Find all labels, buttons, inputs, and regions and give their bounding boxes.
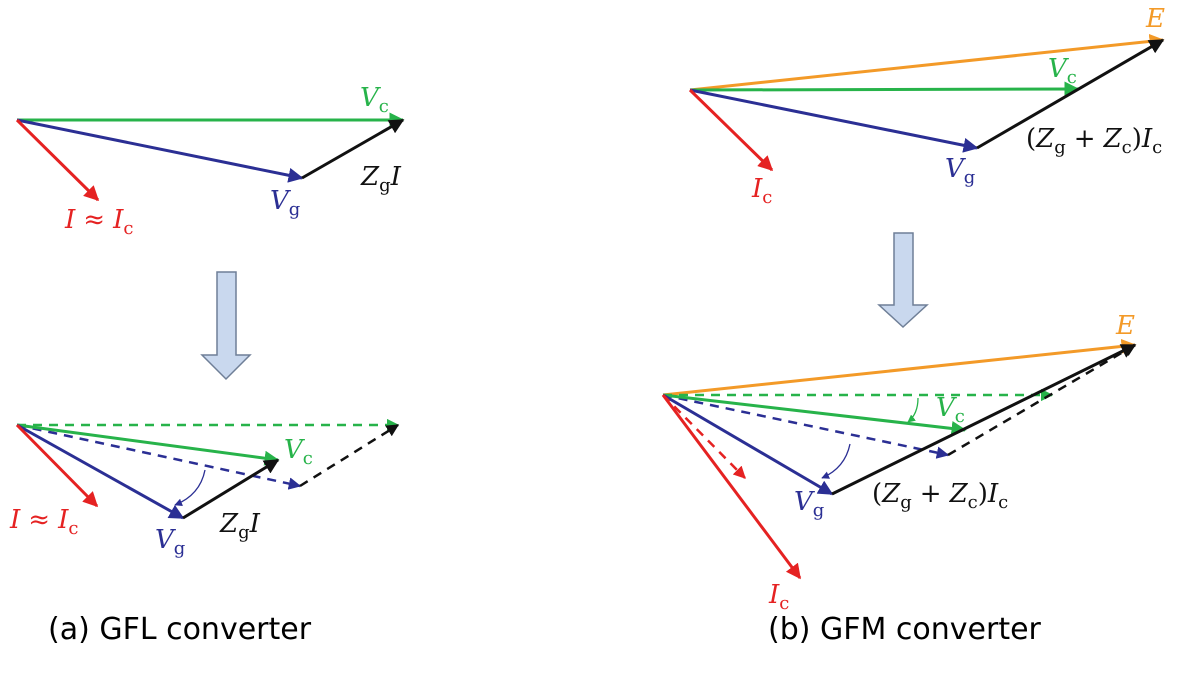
rotation-arc-blue [821, 443, 851, 479]
impedance-label-bottom: (Zg + Zc)Ic [872, 479, 1008, 513]
e-label: E [1145, 4, 1165, 34]
panel-b-bottom: E Vc Vg Ic (Zg + Zc)Ic [661, 311, 1137, 614]
vc-new-phasor [16, 423, 280, 466]
vg-phasor [16, 118, 304, 183]
vg-phasor-b [689, 88, 979, 153]
ic-label-b: Ic [751, 174, 772, 208]
current-phasor-bottom [15, 423, 99, 508]
down-arrow-a [200, 271, 252, 381]
vg-label: Vg [270, 186, 300, 220]
impedance-new-phasor [831, 343, 1137, 496]
current-phasor [15, 118, 100, 202]
panel-a-bottom: Vc Vg ZgI I ≈ Ic [9, 418, 400, 559]
impedance-label: (Zg + Zc)Ic [1026, 124, 1162, 158]
vc-label-bottom: Vc [284, 435, 313, 469]
caption-gfm: (b) GFM converter [768, 612, 1041, 647]
ic-new-phasor [661, 394, 802, 580]
vg-old-dashed [16, 423, 302, 490]
zg-old-dashed [299, 423, 400, 488]
rotation-arc-green [907, 397, 919, 423]
vg-label-b-bottom: Vg [794, 487, 824, 521]
impedance-old-dashed [947, 343, 1137, 457]
zg-i-label-bottom: ZgI [219, 509, 261, 543]
vc-label-b-bottom: Vc [936, 393, 965, 427]
e-phasor [689, 33, 1165, 92]
caption-gfl: (a) GFL converter [48, 612, 312, 647]
ic-old-dashed [662, 394, 746, 479]
zg-drop-phasor [301, 118, 405, 180]
i-approx-label-bottom: I ≈ Ic [9, 505, 78, 539]
vg-label-bottom: Vg [155, 525, 185, 559]
vc-label-b: Vc [1048, 54, 1077, 88]
i-approx-label: I ≈ Ic [64, 205, 133, 239]
ic-label-b-bottom: Ic [768, 580, 789, 614]
vc-new-phasor-b [662, 393, 967, 436]
vc-phasor-b [689, 81, 1080, 97]
vc-label: Vc [360, 83, 389, 117]
e-label-bottom: E [1115, 311, 1135, 341]
zg-i-label: ZgI [360, 162, 402, 196]
impedance-drop-phasor [976, 38, 1165, 150]
ic-phasor [688, 88, 774, 172]
e-phasor-bottom [662, 338, 1137, 397]
down-arrow-b [877, 232, 929, 329]
vg-label-b: Vg [945, 154, 975, 188]
vg-old-dashed-b [662, 393, 950, 459]
panel-b-top: E Vc Vg Ic (Zg + Zc)Ic [688, 4, 1165, 208]
vg-new-phasor-b [662, 393, 834, 496]
zg-new-phasor [182, 458, 280, 520]
vg-new-phasor [16, 423, 185, 520]
panel-a-top: Vc Vg ZgI I ≈ Ic [15, 83, 405, 239]
rotation-arc [174, 469, 206, 507]
